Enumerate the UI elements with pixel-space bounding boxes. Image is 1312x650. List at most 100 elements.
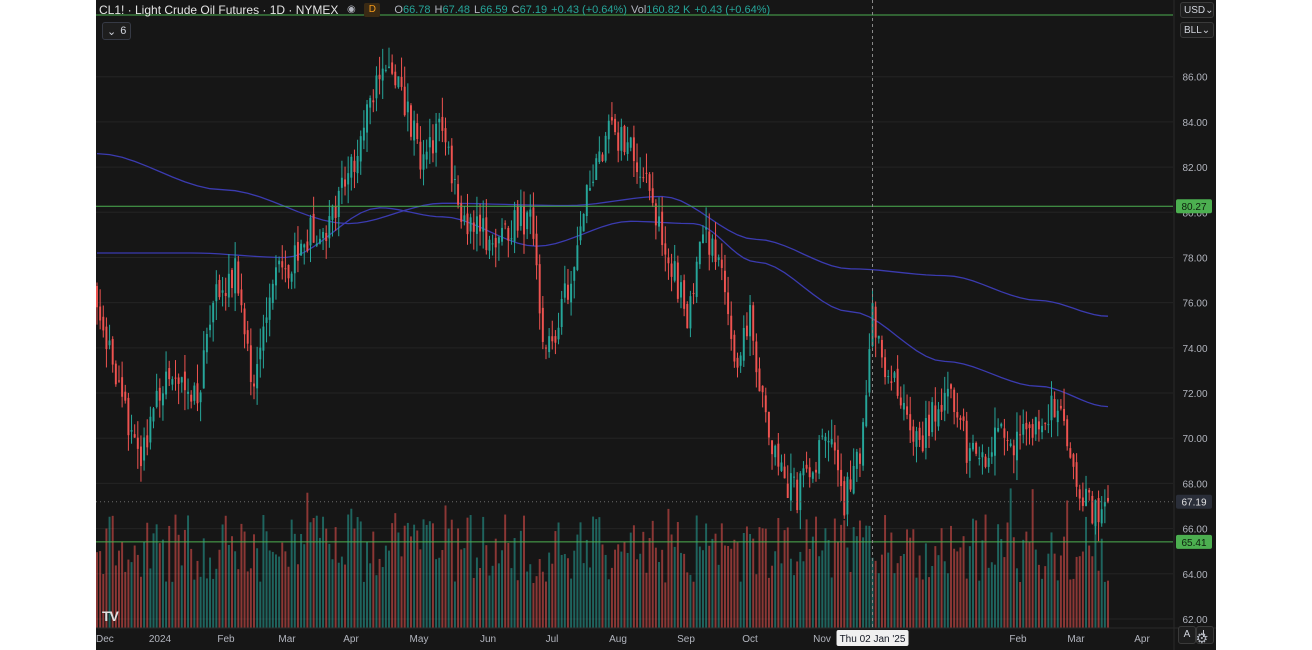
candle-body	[595, 158, 598, 180]
volume-bar	[639, 553, 642, 628]
volume-bar	[1088, 545, 1091, 628]
candle-body	[592, 181, 595, 183]
candle-body	[504, 223, 507, 225]
volume-bar	[331, 559, 334, 628]
candle-body	[645, 172, 648, 174]
candle-body	[1107, 497, 1109, 502]
volume-bar	[576, 534, 579, 628]
candle-body	[632, 137, 635, 162]
volume-bar	[745, 526, 748, 628]
volume-bar	[1066, 500, 1069, 628]
settings-gear-icon[interactable]: ⚙	[1195, 630, 1208, 646]
low-label: L	[474, 4, 481, 16]
candle-body	[127, 397, 130, 436]
candle-body	[745, 325, 748, 337]
candle-body	[896, 368, 899, 396]
volume-bar	[532, 582, 535, 628]
volume-bar	[309, 522, 312, 628]
volume-bar	[849, 571, 852, 628]
indicator-toggle-button[interactable]: ⌄ 6	[102, 22, 132, 40]
candle-body	[705, 227, 708, 230]
candle-body	[331, 205, 334, 220]
volume-bar	[177, 534, 180, 628]
volume-bar	[658, 562, 660, 628]
volume-bar	[240, 523, 243, 628]
volume-bar	[708, 545, 711, 628]
candle-body	[711, 238, 714, 256]
volume-bar	[852, 527, 855, 628]
resistance-price-tag: 80.27	[1181, 202, 1206, 213]
candle-body	[689, 296, 692, 329]
symbol-title[interactable]: CL1! · Light Crude Oil Futures · 1D · NY…	[99, 3, 339, 17]
volume-bar	[902, 553, 905, 628]
candle-body	[683, 280, 686, 309]
last-price-tag-bg	[1176, 494, 1212, 509]
candle-body	[469, 217, 472, 232]
volume-bar	[833, 518, 836, 628]
volume-bar	[972, 518, 974, 628]
volume-bar	[683, 553, 686, 628]
volume-bar	[645, 572, 648, 628]
unit-select[interactable]: BLL ⌄	[1180, 22, 1214, 38]
volume-bar	[438, 557, 441, 628]
volume-bar	[293, 533, 296, 628]
volume-bar	[1097, 570, 1100, 628]
eye-icon[interactable]: ◉	[347, 4, 356, 15]
candle-body	[880, 339, 883, 358]
volume-bar	[171, 581, 174, 628]
candle-body	[416, 123, 419, 140]
candle-body	[366, 104, 368, 133]
x-tick-label: Feb	[1009, 634, 1027, 645]
candle-body	[532, 207, 535, 239]
candle-body	[978, 457, 981, 460]
volume-bar	[689, 574, 692, 628]
candle-body	[391, 62, 394, 74]
volume-bar	[636, 559, 639, 628]
price-chart[interactable]: 62.00 64.00 66.00 68.00 70.00 72.00 74.00 76.00…	[96, 0, 1216, 650]
volume-bar	[281, 542, 284, 628]
candle-body	[453, 179, 456, 181]
candle-body	[290, 273, 293, 282]
candle-body	[231, 269, 233, 289]
volume-bar	[1059, 555, 1062, 628]
volume-bar	[497, 563, 500, 628]
volume-bar	[805, 519, 808, 628]
x-tick-label: Nov	[813, 634, 831, 645]
volume-bar	[488, 575, 491, 628]
volume-bar	[168, 525, 171, 628]
candle-body	[749, 305, 752, 337]
x-tick-label: May	[410, 634, 429, 645]
candle-body	[118, 380, 120, 382]
volume-label: Vol	[630, 4, 647, 16]
volume-bar	[915, 577, 918, 628]
volume-bar	[419, 549, 422, 628]
candle-body	[686, 304, 689, 329]
candle-body	[485, 217, 488, 251]
volume-bar	[601, 544, 604, 628]
candle-body	[1034, 417, 1037, 435]
y-tick-label: 86.00	[1182, 73, 1207, 84]
volume-bar	[667, 508, 670, 628]
volume-bar	[752, 538, 755, 628]
candle-body	[610, 117, 613, 121]
candle-body	[102, 316, 105, 331]
volume-bar	[381, 567, 384, 628]
candle-body	[736, 357, 739, 368]
volume-bar	[774, 551, 777, 628]
x-tick-label: Oct	[742, 634, 758, 645]
log-scale-button[interactable]: L	[1196, 626, 1214, 644]
volume-bar	[698, 546, 701, 628]
volume-bar	[372, 531, 375, 628]
volume-bar	[183, 529, 186, 628]
candle-body	[1085, 488, 1087, 506]
candle-body	[114, 363, 117, 385]
candle-body	[840, 469, 843, 487]
volume-bar	[764, 528, 767, 628]
high-label: H	[434, 4, 443, 16]
volume-bar	[334, 527, 337, 628]
volume-bar	[416, 530, 419, 628]
candle-body	[384, 69, 387, 71]
candle-body	[397, 76, 400, 88]
auto-scale-button[interactable]: A	[1178, 626, 1196, 644]
currency-select[interactable]: USD ⌄	[1180, 2, 1214, 18]
